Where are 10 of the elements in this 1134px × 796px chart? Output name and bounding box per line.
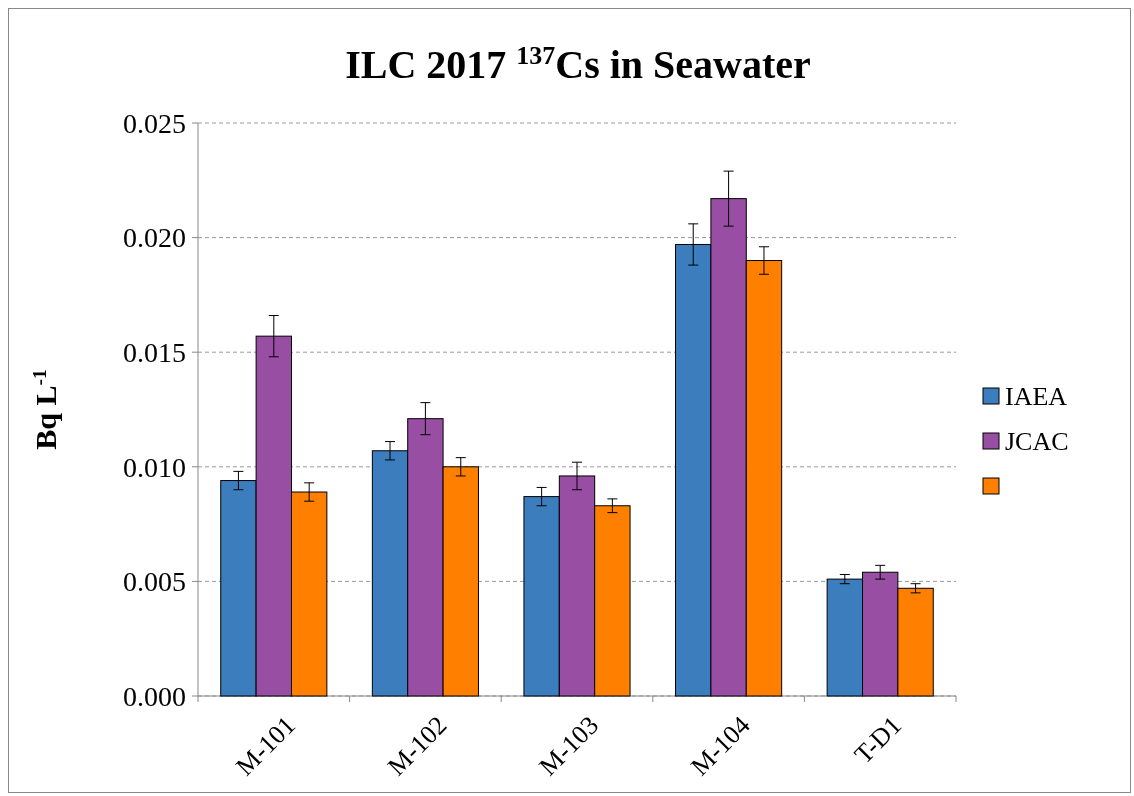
y-tick-label: 0.010: [123, 451, 186, 483]
y-tick-label: 0.005: [123, 566, 186, 598]
y-tick-label: 0.020: [123, 222, 186, 254]
chart-title: ILC 2017 $^{137}$Cs in Seawater: [345, 40, 811, 87]
y-tick-label: 0.025: [123, 107, 186, 139]
x-tick-label: T-D1: [848, 710, 908, 770]
y-tick-label: 0.000: [123, 680, 186, 712]
legend-label: IAEA: [1005, 382, 1068, 412]
y-tick-label: 0.015: [123, 337, 186, 368]
legend-label: JCAC: [1005, 427, 1069, 457]
